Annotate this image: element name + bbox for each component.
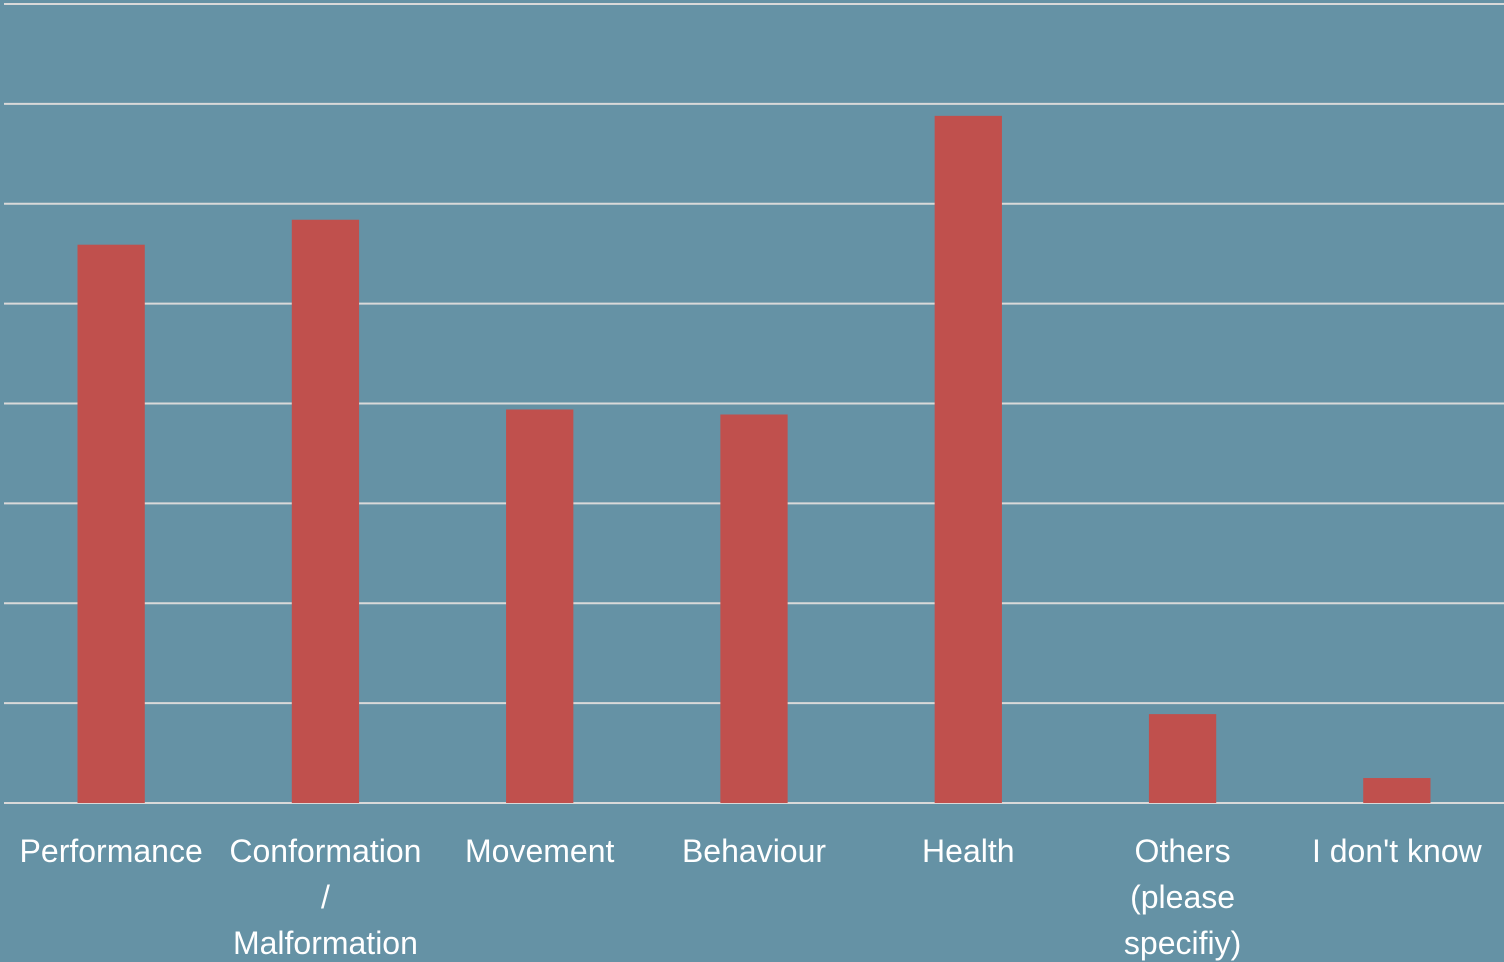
bar <box>291 219 360 804</box>
bar <box>506 409 574 803</box>
bar <box>1363 778 1431 803</box>
x-tick-label: Performance <box>20 833 203 869</box>
bar <box>1148 714 1217 803</box>
bar <box>77 244 145 804</box>
x-tick-label: I don't know <box>1312 833 1483 869</box>
x-tick-label: Conformation / Malformation <box>229 833 421 961</box>
x-tick-label: Behaviour <box>682 833 826 869</box>
x-tick-label: Movement <box>465 833 615 869</box>
bar <box>720 414 788 803</box>
x-tick-label: Health <box>922 833 1015 869</box>
x-tick-label: Others (please specifiy) <box>1124 833 1241 961</box>
bar <box>934 115 1002 804</box>
